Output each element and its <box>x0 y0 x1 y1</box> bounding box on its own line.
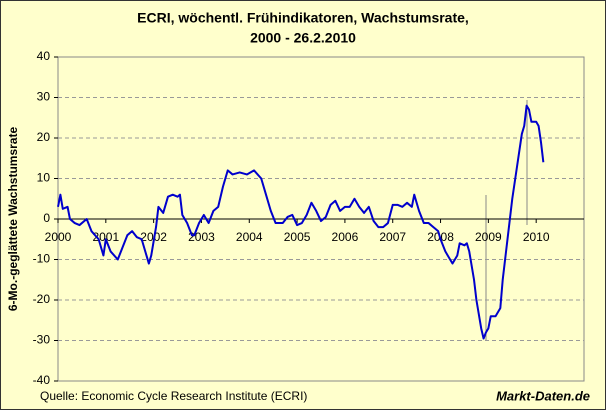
y-tick-label: -40 <box>33 373 51 387</box>
source: Quelle: Economic Cycle Research Institut… <box>40 389 307 403</box>
y-tick-label: -20 <box>33 292 51 306</box>
x-tick-label: 2000 <box>45 230 72 244</box>
chart-title: ECRI, wöchentl. Frühindikatoren, Wachstu… <box>137 10 469 26</box>
x-tick-label: 2004 <box>236 230 263 244</box>
x-tick-label: 2007 <box>379 230 406 244</box>
y-axis-label: 6-Mo.-geglättete Wachstumsrate <box>6 127 20 312</box>
y-tick-label: 40 <box>37 49 51 63</box>
y-tick-label: -10 <box>33 252 51 266</box>
x-tick-label: 2003 <box>188 230 215 244</box>
x-tick-label: 2010 <box>523 230 550 244</box>
y-tick-label: 0 <box>43 211 50 225</box>
x-tick-label: 2009 <box>475 230 502 244</box>
y-tick-label: 30 <box>37 90 51 104</box>
data-line <box>57 104 545 340</box>
chart-subtitle: 2000 - 26.2.2010 <box>250 30 356 46</box>
x-tick-label: 2005 <box>284 230 311 244</box>
x-tick-label: 2006 <box>332 230 359 244</box>
y-tick-label: 10 <box>37 171 51 185</box>
watermark: Markt-Daten.de <box>496 388 590 403</box>
y-tick-label: 20 <box>37 130 51 144</box>
y-tick-label: -30 <box>33 333 51 347</box>
